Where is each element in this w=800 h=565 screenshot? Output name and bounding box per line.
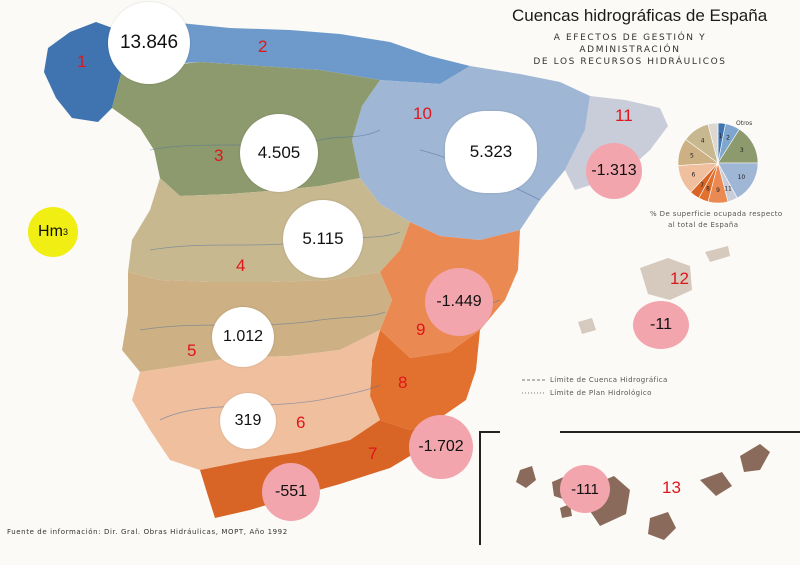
basin-number-7: 7 — [368, 444, 378, 463]
basin-number-1: 1 — [77, 52, 87, 71]
basin-area-4 — [128, 178, 410, 282]
legend-basin-boundary-label: Límite de Cuenca Hidrográfica — [550, 376, 668, 384]
pie-slice-label: 9 — [716, 187, 720, 194]
legend-plan-boundary-label: Límite de Plan Hidrológico — [550, 389, 652, 397]
bubble-basin-3: 4.505 — [240, 114, 318, 192]
bubble-basin-8: -1.702 — [409, 415, 473, 479]
bubble-basin-10: 5.323 — [445, 111, 537, 193]
basin-number-12: 12 — [670, 269, 689, 288]
basin-number-9: 9 — [416, 320, 426, 339]
pie-slice-label: 10 — [738, 174, 746, 181]
bubble-basin-11: -1.313 — [586, 143, 642, 199]
pie-caption-line-1: % De superficie ocupada respecto — [650, 210, 783, 218]
basin-number-13: 13 — [662, 478, 681, 497]
basin-number-4: 4 — [236, 256, 246, 275]
pie-slice-label: 7 — [700, 182, 704, 189]
pie-slice-label: 8 — [706, 185, 710, 192]
basin-area-2 — [118, 22, 470, 84]
bubble-basin-1: 13.846 — [108, 2, 190, 84]
bubble-basin-4: 5.115 — [283, 200, 363, 278]
pie-slice-label: 2 — [726, 135, 730, 142]
basin-number-5: 5 — [187, 341, 197, 360]
bubble-basin-5: 1.012 — [212, 307, 274, 367]
canary-islands — [516, 444, 770, 540]
subtitle-line-1: A EFECTOS DE GESTIÓN Y ADMINISTRACIÓN — [553, 33, 707, 55]
island-mallorca — [640, 258, 692, 300]
pie-slice-label: 1 — [719, 133, 723, 140]
basin-number-2: 2 — [258, 37, 268, 56]
bubble-basin-9: -1.449 — [425, 268, 493, 336]
pie-others-label: Otros — [736, 120, 753, 127]
pie-slice-label: 11 — [724, 185, 732, 192]
subtitle-line-2: DE LOS RECURSOS HIDRÁULICOS — [533, 57, 727, 67]
pie-slice-10 — [717, 162, 759, 199]
pie-slice-label: 5 — [690, 152, 694, 159]
basin-number-11: 11 — [615, 106, 633, 125]
basin-number-3: 3 — [214, 146, 224, 165]
basin-number-10: 10 — [413, 104, 432, 123]
map-subtitle: A EFECTOS DE GESTIÓN Y ADMINISTRACIÓN DE… — [505, 32, 755, 68]
bubble-basin-7: -551 — [262, 463, 320, 521]
pie-slice-otros — [707, 122, 719, 164]
unit-label: Hm — [38, 223, 63, 240]
pie-caption-line-2: al total de España — [668, 221, 739, 229]
bubble-basin-6: 319 — [220, 393, 276, 449]
basin-area-7 — [200, 418, 440, 518]
bubble-basin-12: -11 — [633, 301, 689, 349]
basin-area-8 — [370, 330, 480, 430]
basin-number-6: 6 — [296, 413, 306, 432]
map-title: Cuencas hidrográficas de España — [512, 6, 768, 25]
pie-slice-label: 3 — [740, 147, 744, 154]
pie-slice-label: 6 — [691, 172, 695, 179]
pie-slice-label: 4 — [701, 138, 705, 145]
unit-superscript: 3 — [62, 227, 68, 237]
basin-area-1 — [44, 22, 122, 122]
bubble-basin-13: -111 — [560, 465, 610, 513]
unit-badge: Hm 3 — [28, 207, 78, 257]
canary-inset-frame — [479, 431, 800, 545]
source-note: Fuente de información: Dir. Gral. Obras … — [7, 528, 288, 536]
island-ibiza — [578, 318, 596, 334]
island-menorca — [705, 246, 730, 262]
basin-number-8: 8 — [398, 373, 408, 392]
